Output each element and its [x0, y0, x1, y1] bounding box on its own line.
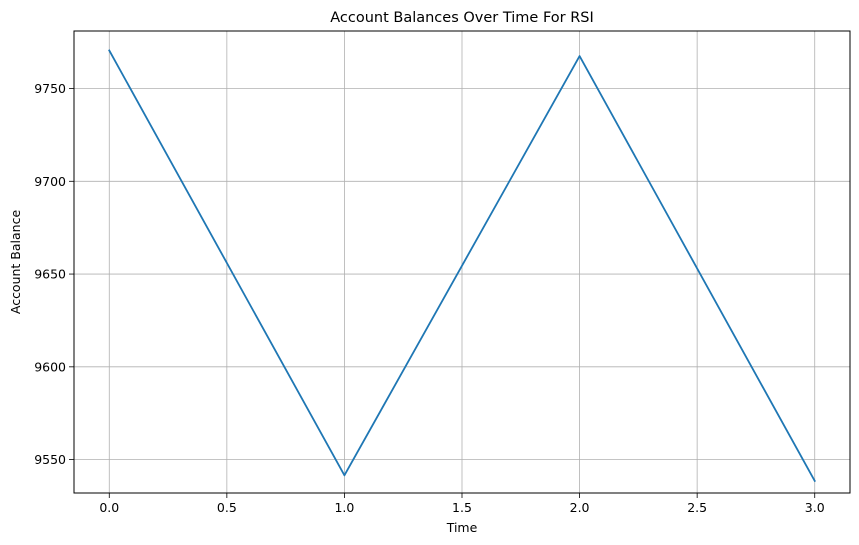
- grid-lines: [74, 31, 850, 493]
- y-tick-label: 9650: [34, 267, 66, 282]
- y-tick-label: 9700: [34, 174, 66, 189]
- y-axis-label: Account Balance: [8, 210, 23, 315]
- y-tick-label: 9550: [34, 452, 66, 467]
- x-tick-label: 1.5: [452, 500, 472, 515]
- x-axis-ticks: 0.0 0.5 1.0 1.5 2.0 2.5 3.0: [99, 493, 825, 515]
- x-tick-label: 1.0: [334, 500, 354, 515]
- chart-title: Account Balances Over Time For RSI: [330, 10, 594, 26]
- x-tick-label: 0.5: [217, 500, 237, 515]
- series-group: [108, 49, 816, 483]
- series-line: [108, 49, 816, 483]
- x-tick-label: 2.5: [687, 500, 707, 515]
- y-tick-label: 9750: [34, 81, 66, 96]
- y-axis-ticks: 9550 9600 9650 9700 9750: [34, 81, 74, 467]
- x-tick-label: 3.0: [805, 500, 825, 515]
- x-tick-label: 2.0: [570, 500, 590, 515]
- y-tick-label: 9600: [34, 359, 66, 374]
- x-tick-label: 0.0: [99, 500, 119, 515]
- x-axis-label: Time: [446, 520, 478, 535]
